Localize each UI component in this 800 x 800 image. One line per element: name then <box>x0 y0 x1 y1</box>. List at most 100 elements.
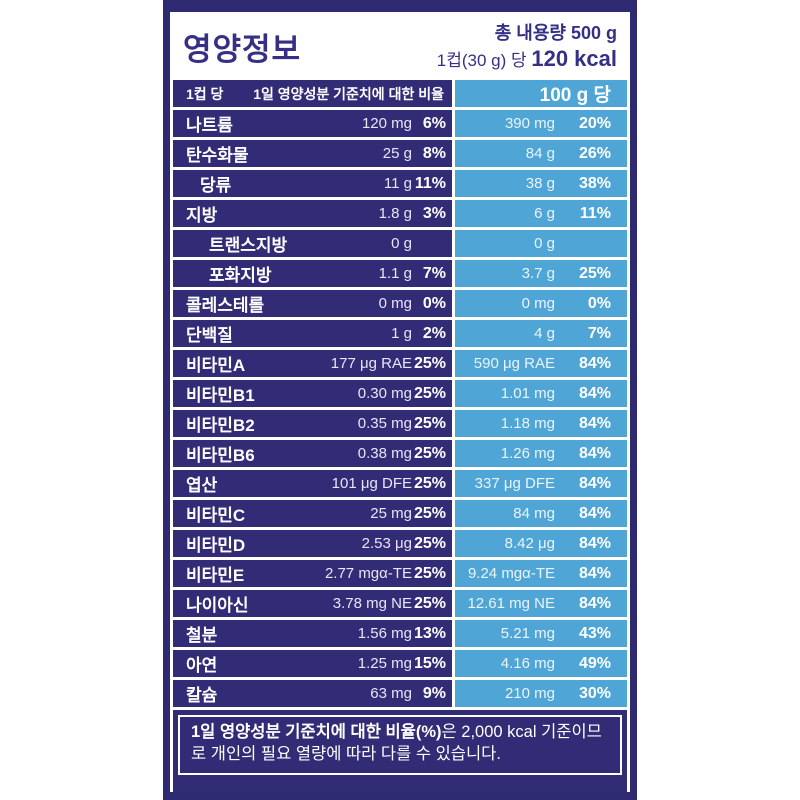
nutrient-name: 당류 <box>200 176 232 195</box>
per-serving-line: 1컵(30 g) 당 120 kcal <box>437 45 617 73</box>
nutrient-amount: 3.78 mg NE <box>332 595 412 612</box>
nutrient-amount: 1.8 g <box>378 205 412 222</box>
per-cup-cell: 아연 1.25 mg 15% <box>173 650 452 677</box>
table-row: 나트륨 120 mg 6% 390 mg 20% <box>173 110 627 137</box>
nutrient-amount-100g: 84 mg <box>513 505 555 522</box>
per-100g-cell: 3.7 g 25% <box>455 260 627 287</box>
nutrient-amount: 11 g <box>383 175 412 192</box>
nutrient-name: 엽산 <box>186 476 218 495</box>
daily-value-percent-100g: 25% <box>578 264 611 282</box>
per-100g-cell: 390 mg 20% <box>455 110 627 137</box>
nutrient-amount-100g: 84 g <box>525 145 555 162</box>
nutrient-name: 비타민B2 <box>186 416 255 435</box>
total-content-text: 총 내용량 500 g <box>494 23 617 43</box>
daily-value-percent: 13% <box>413 624 446 642</box>
per-cup-cell: 당류 11 g 11% <box>173 170 452 197</box>
daily-value-percent: 25% <box>413 594 446 612</box>
per-cup-cell: 콜레스테롤 0 mg 0% <box>173 290 452 317</box>
daily-value-percent-100g: 11% <box>579 204 611 222</box>
per-100g-cell: 1.01 mg 84% <box>455 380 627 407</box>
per-100g-cell: 337 μg DFE 84% <box>455 470 627 497</box>
daily-value-percent: 25% <box>413 414 446 432</box>
nutrient-amount: 0.35 mg <box>357 415 412 432</box>
table-row: 지방 1.8 g 3% 6 g 11% <box>173 200 627 227</box>
per-cup-cell: 비타민D 2.53 μg 25% <box>173 530 452 557</box>
nutrient-name: 포화지방 <box>209 266 272 285</box>
per-100g-cell: 0 g <box>455 230 627 257</box>
nutrient-amount: 0 mg <box>378 295 412 312</box>
daily-value-percent-100g: 84% <box>578 354 611 372</box>
daily-value-percent-100g: 84% <box>578 474 611 492</box>
per-cup-cell: 철분 1.56 mg 13% <box>173 620 452 647</box>
nutrient-amount-100g: 4 g <box>534 325 555 342</box>
nutrient-amount: 0.30 mg <box>357 385 412 402</box>
nutrient-amount: 1.1 g <box>378 265 412 282</box>
nutrient-amount-100g: 210 mg <box>504 685 555 702</box>
nutrient-amount: 120 mg <box>361 115 412 132</box>
nutrient-amount: 1.25 mg <box>357 655 412 672</box>
daily-value-percent-100g: 30% <box>578 684 611 702</box>
daily-value-percent: 9% <box>422 684 446 702</box>
nutrient-amount: 0 g <box>391 235 412 252</box>
table-row: 비타민B6 0.38 mg 25% 1.26 mg 84% <box>173 440 627 467</box>
daily-value-percent-100g: 7% <box>587 324 611 342</box>
table-row: 칼슘 63 mg 9% 210 mg 30% <box>173 680 627 707</box>
nutrient-amount: 2.77 mgα-TE <box>324 565 412 582</box>
table-row: 비타민C 25 mg 25% 84 mg 84% <box>173 500 627 527</box>
table-row: 비타민E 2.77 mgα-TE 25% 9.24 mgα-TE 84% <box>173 560 627 587</box>
nutrient-amount-100g: 3.7 g <box>521 265 555 282</box>
daily-value-percent-100g: 0% <box>587 294 611 312</box>
per-100g-cell: 9.24 mgα-TE 84% <box>455 560 627 587</box>
nutrient-amount-100g: 0 g <box>534 235 555 252</box>
daily-value-percent: 15% <box>413 654 446 672</box>
daily-value-percent: 25% <box>413 354 446 372</box>
nutrient-amount: 25 mg <box>370 505 412 522</box>
nutrient-amount-100g: 1.18 mg <box>500 415 555 432</box>
daily-value-percent-100g: 26% <box>578 144 611 162</box>
header-left-cell: 1컵 당 1일 영양성분 기준치에 대한 비율 <box>173 80 452 107</box>
per-cup-cell: 칼슘 63 mg 9% <box>173 680 452 707</box>
nutrient-name: 철분 <box>186 626 218 645</box>
serving-summary: 총 내용량 500 g 1컵(30 g) 당 120 kcal <box>437 20 630 72</box>
daily-value-percent: 3% <box>422 204 446 222</box>
table-row: 콜레스테롤 0 mg 0% 0 mg 0% <box>173 290 627 317</box>
daily-value-percent: 8% <box>422 144 446 162</box>
daily-value-percent-100g: 49% <box>578 654 611 672</box>
footnote-region: 1일 영양성분 기준치에 대한 비율(%)은 2,000 kcal 기준이므로 … <box>173 710 627 792</box>
nutrient-name: 나트륨 <box>186 116 233 135</box>
table-body: 나트륨 120 mg 6% 390 mg 20% 탄수화물 25 g 8% 84 g 26% 당류 1… <box>173 110 627 707</box>
header-right-cell: 100 g 당 <box>455 80 627 107</box>
daily-value-percent: 6% <box>422 114 446 132</box>
per-100g-cell: 0 mg 0% <box>455 290 627 317</box>
daily-value-percent: 11% <box>414 174 446 192</box>
per-cup-cell: 비타민A 177 μg RAE 25% <box>173 350 452 377</box>
per-cup-cell: 포화지방 1.1 g 7% <box>173 260 452 287</box>
daily-value-percent: 25% <box>413 384 446 402</box>
nutrient-amount: 1.56 mg <box>357 625 412 642</box>
nutrient-name: 비타민D <box>186 536 246 555</box>
nutrient-amount: 63 mg <box>370 685 412 702</box>
nutrient-amount-100g: 390 mg <box>504 115 555 132</box>
nutrient-amount-100g: 1.01 mg <box>500 385 555 402</box>
footnote-bold-text: 1일 영양성분 기준치에 대한 비율(%) <box>191 723 442 741</box>
daily-value-percent: 7% <box>422 264 446 282</box>
nutrient-amount: 177 μg RAE <box>330 355 412 372</box>
per-100g-cell: 1.26 mg 84% <box>455 440 627 467</box>
table-row: 당류 11 g 11% 38 g 38% <box>173 170 627 197</box>
per-cup-cell: 비타민B1 0.30 mg 25% <box>173 380 452 407</box>
nutrient-amount-100g: 337 μg DFE <box>474 475 555 492</box>
per-100g-header: 100 g 당 <box>539 85 611 106</box>
per-100g-cell: 1.18 mg 84% <box>455 410 627 437</box>
per-100g-cell: 84 g 26% <box>455 140 627 167</box>
per-cup-cell: 지방 1.8 g 3% <box>173 200 452 227</box>
daily-value-percent: 25% <box>413 564 446 582</box>
nutrient-name: 트랜스지방 <box>209 236 288 255</box>
daily-value-percent: 2% <box>422 324 446 342</box>
per-cup-header: 1컵 당 <box>186 85 224 102</box>
nutrient-amount: 25 g <box>382 145 412 162</box>
table-row: 트랜스지방 0 g 0 g <box>173 230 627 257</box>
nutrient-amount-100g: 8.42 μg <box>504 535 555 552</box>
nutrient-name: 비타민A <box>186 356 246 375</box>
nutrient-amount: 0.38 mg <box>357 445 412 462</box>
nutrient-amount-100g: 4.16 mg <box>500 655 555 672</box>
